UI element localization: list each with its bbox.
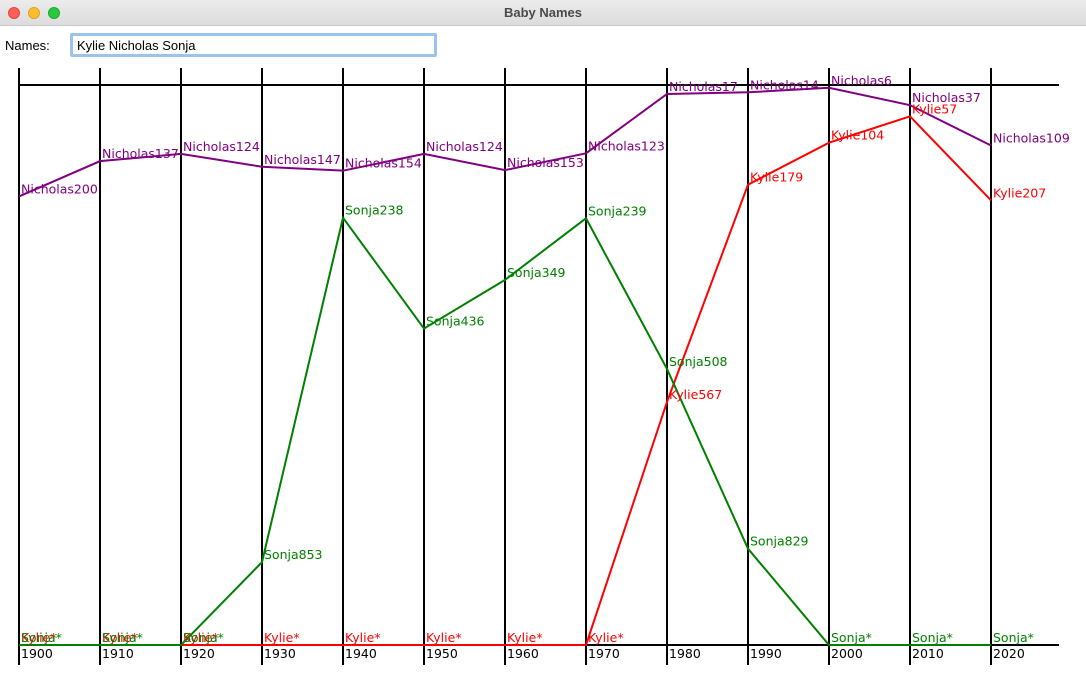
data-label-sonja: Sonja436 xyxy=(426,314,485,329)
data-label-kylie: Kylie* xyxy=(264,630,300,645)
data-label-kylie: Kylie567 xyxy=(669,387,722,402)
decade-tick-label: 1920 xyxy=(183,646,215,661)
data-label-nicholas: Nicholas124 xyxy=(426,139,503,154)
zoom-window-button[interactable] xyxy=(48,7,60,19)
data-label-sonja: Sonja349 xyxy=(507,265,566,280)
data-label-kylie: Kylie179 xyxy=(750,170,803,185)
data-label-sonja: Sonja* xyxy=(912,630,953,645)
data-label-sonja: Sonja829 xyxy=(750,534,809,549)
decade-tick-label: 1950 xyxy=(426,646,458,661)
series-line-kylie xyxy=(19,115,992,646)
data-label-sonja: Sonja508 xyxy=(669,354,728,369)
data-label-sonja: Sonja853 xyxy=(264,547,323,562)
data-label-sonja: Sonja* xyxy=(831,630,872,645)
minimize-window-button[interactable] xyxy=(28,7,40,19)
data-label-kylie: Kylie104 xyxy=(831,128,884,143)
decade-tick-label: 2020 xyxy=(993,646,1025,661)
data-label-nicholas: Nicholas124 xyxy=(183,139,260,154)
data-label-sonja: Sonja239 xyxy=(588,203,647,218)
data-label-nicholas: Nicholas6 xyxy=(831,73,892,88)
names-input[interactable] xyxy=(70,33,437,57)
data-label-sonja: Sonja* xyxy=(102,630,143,645)
data-label-nicholas: Nicholas37 xyxy=(912,90,981,105)
data-label-kylie: Kylie* xyxy=(588,630,624,645)
decade-tick-label: 1970 xyxy=(588,646,620,661)
grid-lines xyxy=(18,68,1059,665)
decade-tick-label: 1940 xyxy=(345,646,377,661)
series-line-nicholas xyxy=(18,86,992,198)
data-label-kylie: Kylie57 xyxy=(912,101,957,116)
decade-tick-label: 1910 xyxy=(102,646,134,661)
data-label-nicholas: Nicholas14 xyxy=(750,77,819,92)
decade-tick-labels: 1900 1910 1920 1930 1940 1950 1960 1970 1980 1990… xyxy=(21,646,1025,661)
data-label-nicholas: Nicholas123 xyxy=(588,138,665,153)
data-label-kylie: Kylie* xyxy=(426,630,462,645)
data-label-kylie: Kylie207 xyxy=(993,185,1046,200)
decade-tick-label: 1960 xyxy=(507,646,539,661)
data-label-nicholas: Nicholas137 xyxy=(102,146,179,161)
decade-tick-label: 1900 xyxy=(21,646,53,661)
data-label-kylie: Kylie* xyxy=(183,630,219,645)
names-label: Names: xyxy=(5,38,50,53)
window-title: Baby Names xyxy=(503,5,583,20)
data-label-nicholas: Nicholas200 xyxy=(21,181,98,196)
data-label-nicholas: Nicholas147 xyxy=(264,152,341,167)
data-label-kylie: Kylie* xyxy=(507,630,543,645)
data-labels: Kylie* Kylie* Kylie* Kylie* Kylie* Kylie* Kyli… xyxy=(21,73,1070,645)
title-bar: Baby Names xyxy=(0,0,1086,26)
data-label-nicholas: Nicholas109 xyxy=(993,130,1070,145)
data-label-sonja: Sonja* xyxy=(993,630,1034,645)
data-label-sonja: Sonja238 xyxy=(345,203,404,218)
close-window-button[interactable] xyxy=(8,7,20,19)
data-label-nicholas: Nicholas153 xyxy=(507,155,584,170)
decade-tick-label: 1980 xyxy=(669,646,701,661)
data-label-kylie: Kylie* xyxy=(102,630,138,645)
data-label-nicholas: Nicholas154 xyxy=(345,156,422,171)
data-label-nicholas: Nicholas17 xyxy=(669,79,738,94)
series-lines xyxy=(18,86,992,646)
decade-tick-label: 1990 xyxy=(750,646,782,661)
data-label-sonja: Sonja* xyxy=(21,630,62,645)
decade-tick-label: 2010 xyxy=(912,646,944,661)
decade-tick-label: 2000 xyxy=(831,646,863,661)
decade-tick-label: 1930 xyxy=(264,646,296,661)
series-line-sonja xyxy=(19,215,991,646)
data-label-kylie: Kylie* xyxy=(21,630,57,645)
data-label-kylie: Kylie* xyxy=(345,630,381,645)
data-label-sonja: Sonja* xyxy=(183,630,224,645)
